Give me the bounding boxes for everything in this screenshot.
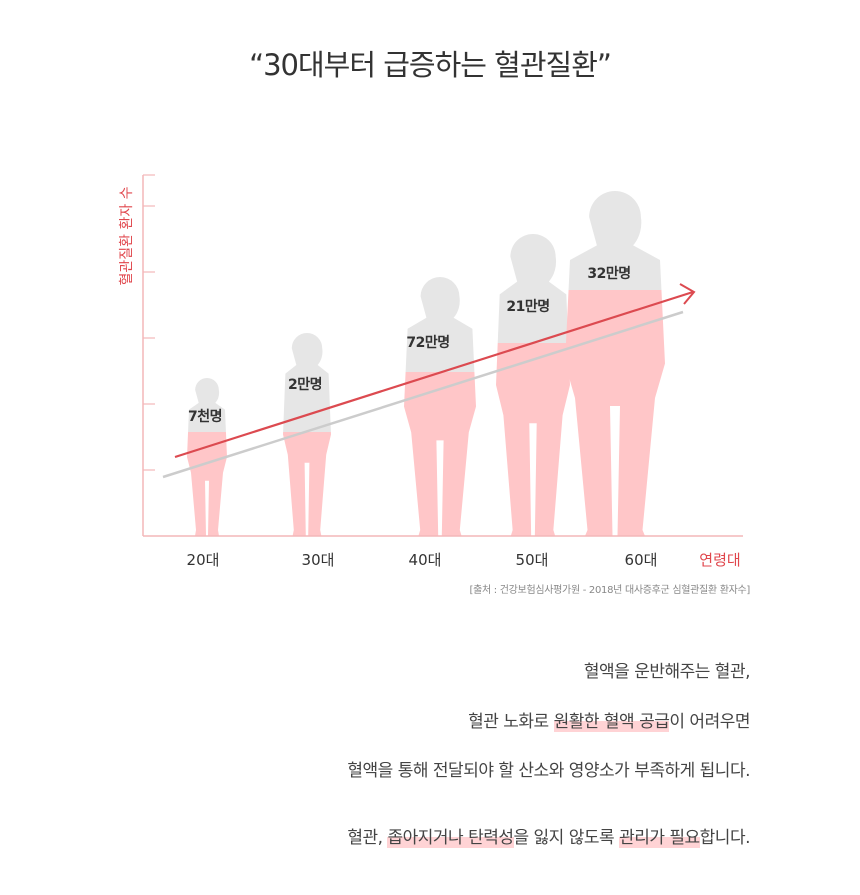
figure-upper (188, 378, 226, 432)
text-segment: 혈액을 운반해주는 혈관, (583, 662, 751, 682)
x-tick-label: 20대 (186, 551, 220, 569)
text-segment: 혈관, (347, 828, 388, 848)
source-note: [출처 : 건강보험심사평가원 - 2018년 대사증후군 심혈관질환 환자수] (469, 585, 751, 596)
data-label: 32만명 (587, 266, 631, 282)
highlighted-text: 관리가 필요 (619, 828, 700, 848)
data-label: 2만명 (287, 377, 323, 393)
data-label: 72만명 (406, 335, 450, 351)
x-tick-label: 30대 (301, 551, 335, 569)
figure-lower (496, 343, 570, 536)
page-title: “30대부터 급증하는 혈관질환” (249, 48, 612, 82)
trend-line-grey (162, 310, 684, 479)
figure-20대 (187, 378, 227, 536)
figure-upper (497, 233, 569, 343)
figure-lower (565, 290, 665, 536)
chart-area (142, 174, 743, 537)
text-line: 혈관, 좁아지거나 탄력성을 잃지 않도록 관리가 필요합니다. (347, 823, 751, 848)
figure-50대 (496, 233, 570, 536)
figure-lower (283, 432, 331, 536)
text-segment: 혈관 노화로 (468, 712, 554, 732)
x-axis-label: 연령대 (699, 551, 741, 569)
x-tick-label: 60대 (624, 551, 658, 569)
figure-upper (568, 191, 662, 290)
y-axis-label: 혈관질환 환자 수 (119, 186, 135, 286)
text-segment: 을 잃지 않도록 (513, 828, 620, 848)
text-segment: 혈액을 통해 전달되야 할 산소와 영양소가 부족하게 됩니다. (347, 761, 750, 781)
figure-60대 (565, 191, 665, 536)
figure-upper (405, 277, 475, 372)
x-tick-label: 50대 (515, 551, 549, 569)
data-label: 7천명 (187, 409, 223, 425)
figure-lower (187, 432, 227, 536)
y-axis-ticks (143, 174, 155, 471)
highlighted-text: 좁아지거나 탄력성 (387, 828, 514, 848)
text-line: 혈액을 운반해주는 혈관, (583, 657, 751, 682)
text-line: 혈관 노화로 원활한 혈액 공급이 어려우면 (468, 707, 750, 732)
text-segment: 이 어려우면 (669, 712, 750, 732)
figure-lower (404, 372, 476, 536)
figure-40대 (404, 277, 476, 536)
trend-arrow-head-icon (679, 283, 696, 305)
figure-upper (283, 333, 331, 432)
figure-silhouettes (187, 191, 665, 536)
data-label: 21만명 (506, 299, 550, 315)
figure-30대 (283, 333, 331, 536)
highlighted-text: 원활한 혈액 공급 (553, 712, 670, 732)
text-line: 혈액을 통해 전달되야 할 산소와 영양소가 부족하게 됩니다. (347, 756, 750, 781)
text-segment: 합니다. (699, 828, 751, 848)
x-tick-label: 40대 (408, 551, 442, 569)
trend-arrow-line (174, 290, 694, 459)
